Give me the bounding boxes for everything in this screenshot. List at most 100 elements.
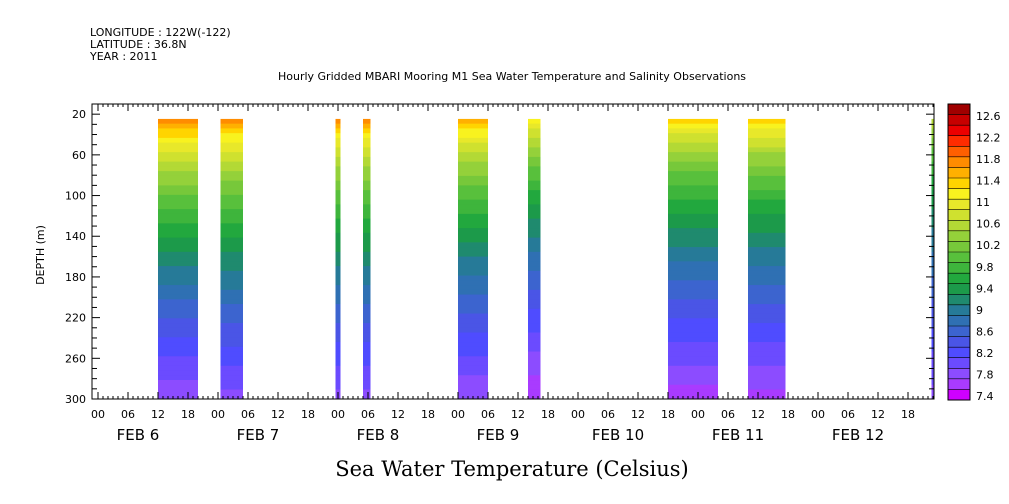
depth-cell xyxy=(458,380,488,386)
depth-cell xyxy=(363,327,371,334)
depth-cell xyxy=(158,218,198,224)
depth-cell xyxy=(458,237,488,243)
depth-cell xyxy=(458,204,488,210)
depth-cell xyxy=(668,209,718,215)
depth-cell xyxy=(458,261,488,267)
depth-cell xyxy=(158,223,198,229)
depth-cell xyxy=(335,294,341,300)
depth-cell xyxy=(931,256,934,262)
depth-cell xyxy=(363,342,371,348)
depth-cell xyxy=(748,137,786,144)
depth-cell xyxy=(363,394,371,399)
depth-cell xyxy=(528,389,541,395)
depth-cell xyxy=(220,261,243,267)
depth-cell xyxy=(931,332,934,338)
depth-cell xyxy=(363,213,371,220)
depth-cell xyxy=(458,247,488,253)
depth-cell xyxy=(363,228,371,234)
depth-cell xyxy=(668,204,718,210)
depth-cell xyxy=(158,361,198,367)
colorbar-label: 8.2 xyxy=(976,347,994,360)
depth-cell xyxy=(363,133,371,139)
depth-cell xyxy=(528,180,541,186)
depth-cell xyxy=(158,242,198,248)
y-tick-label: 60 xyxy=(72,149,86,162)
x-day-label: FEB 11 xyxy=(712,426,764,444)
depth-cell xyxy=(220,337,243,343)
depth-cell xyxy=(528,218,541,224)
x-hour-label: 06 xyxy=(721,408,735,421)
depth-cell xyxy=(458,351,488,357)
x-hour-label: 00 xyxy=(211,408,225,421)
depth-cell xyxy=(458,266,488,272)
depth-cell xyxy=(458,375,488,381)
depth-cell xyxy=(748,332,786,338)
x-hour-label: 18 xyxy=(661,408,675,421)
depth-cell xyxy=(931,342,934,348)
depth-cell xyxy=(931,228,934,234)
depth-cell xyxy=(220,327,243,334)
depth-cell xyxy=(335,342,341,348)
depth-cell xyxy=(335,142,341,149)
depth-cell xyxy=(363,152,371,158)
depth-cell xyxy=(931,118,934,125)
x-hour-label: 12 xyxy=(631,408,645,421)
colorbar-swatch xyxy=(948,167,970,179)
depth-cell xyxy=(158,351,198,357)
x-hour-label: 00 xyxy=(91,408,105,421)
depth-cell xyxy=(668,280,718,286)
depth-cell xyxy=(458,147,488,153)
colorbar-swatch xyxy=(948,357,970,369)
depth-cell xyxy=(931,389,934,395)
depth-cell xyxy=(363,318,371,324)
depth-cell xyxy=(931,261,934,267)
depth-cell xyxy=(668,266,718,272)
depth-cell xyxy=(335,285,341,291)
depth-cell xyxy=(335,318,341,324)
depth-cell xyxy=(748,237,786,243)
depth-cell xyxy=(220,194,243,201)
depth-cell xyxy=(363,285,371,291)
depth-cell xyxy=(458,133,488,139)
depth-cell xyxy=(748,128,786,134)
depth-cell xyxy=(931,171,934,177)
x-axis: 00 06 12 18 00 06 12 18 00 06 12 18 00 06 12 18 00 06 12 18… xyxy=(91,104,934,444)
depth-cell xyxy=(458,175,488,182)
colorbar-swatch xyxy=(948,315,970,327)
depth-cell xyxy=(748,337,786,343)
depth-cell xyxy=(335,228,341,234)
depth-cell xyxy=(363,337,371,343)
depth-cell xyxy=(668,247,718,253)
depth-cell xyxy=(363,275,371,281)
depth-cell xyxy=(335,270,341,277)
depth-cell xyxy=(363,171,371,177)
depth-cell xyxy=(668,180,718,186)
depth-cell xyxy=(528,185,541,191)
depth-cell xyxy=(458,346,488,353)
depth-cell xyxy=(335,156,341,163)
depth-cell xyxy=(668,237,718,243)
x-hour-label: 06 xyxy=(841,408,855,421)
depth-cell xyxy=(748,361,786,367)
x-hour-label: 12 xyxy=(271,408,285,421)
depth-cell xyxy=(458,128,488,134)
x-day-label: FEB 12 xyxy=(832,426,884,444)
x-hour-label: 18 xyxy=(901,408,915,421)
depth-cell xyxy=(931,242,934,248)
depth-cell xyxy=(363,365,371,372)
depth-cell xyxy=(363,147,371,153)
x-day-label: FEB 10 xyxy=(592,426,644,444)
depth-cell xyxy=(931,356,934,362)
depth-cell xyxy=(158,337,198,343)
depth-cell xyxy=(931,361,934,367)
depth-cell xyxy=(528,123,541,130)
depth-cell xyxy=(363,304,371,310)
depth-cell xyxy=(335,261,341,267)
depth-cell xyxy=(363,389,371,395)
depth-cell xyxy=(748,180,786,186)
depth-cell xyxy=(528,289,541,296)
depth-cell xyxy=(668,118,718,125)
colorbar-swatch xyxy=(948,188,970,200)
depth-cell xyxy=(158,199,198,205)
depth-cell xyxy=(748,190,786,196)
